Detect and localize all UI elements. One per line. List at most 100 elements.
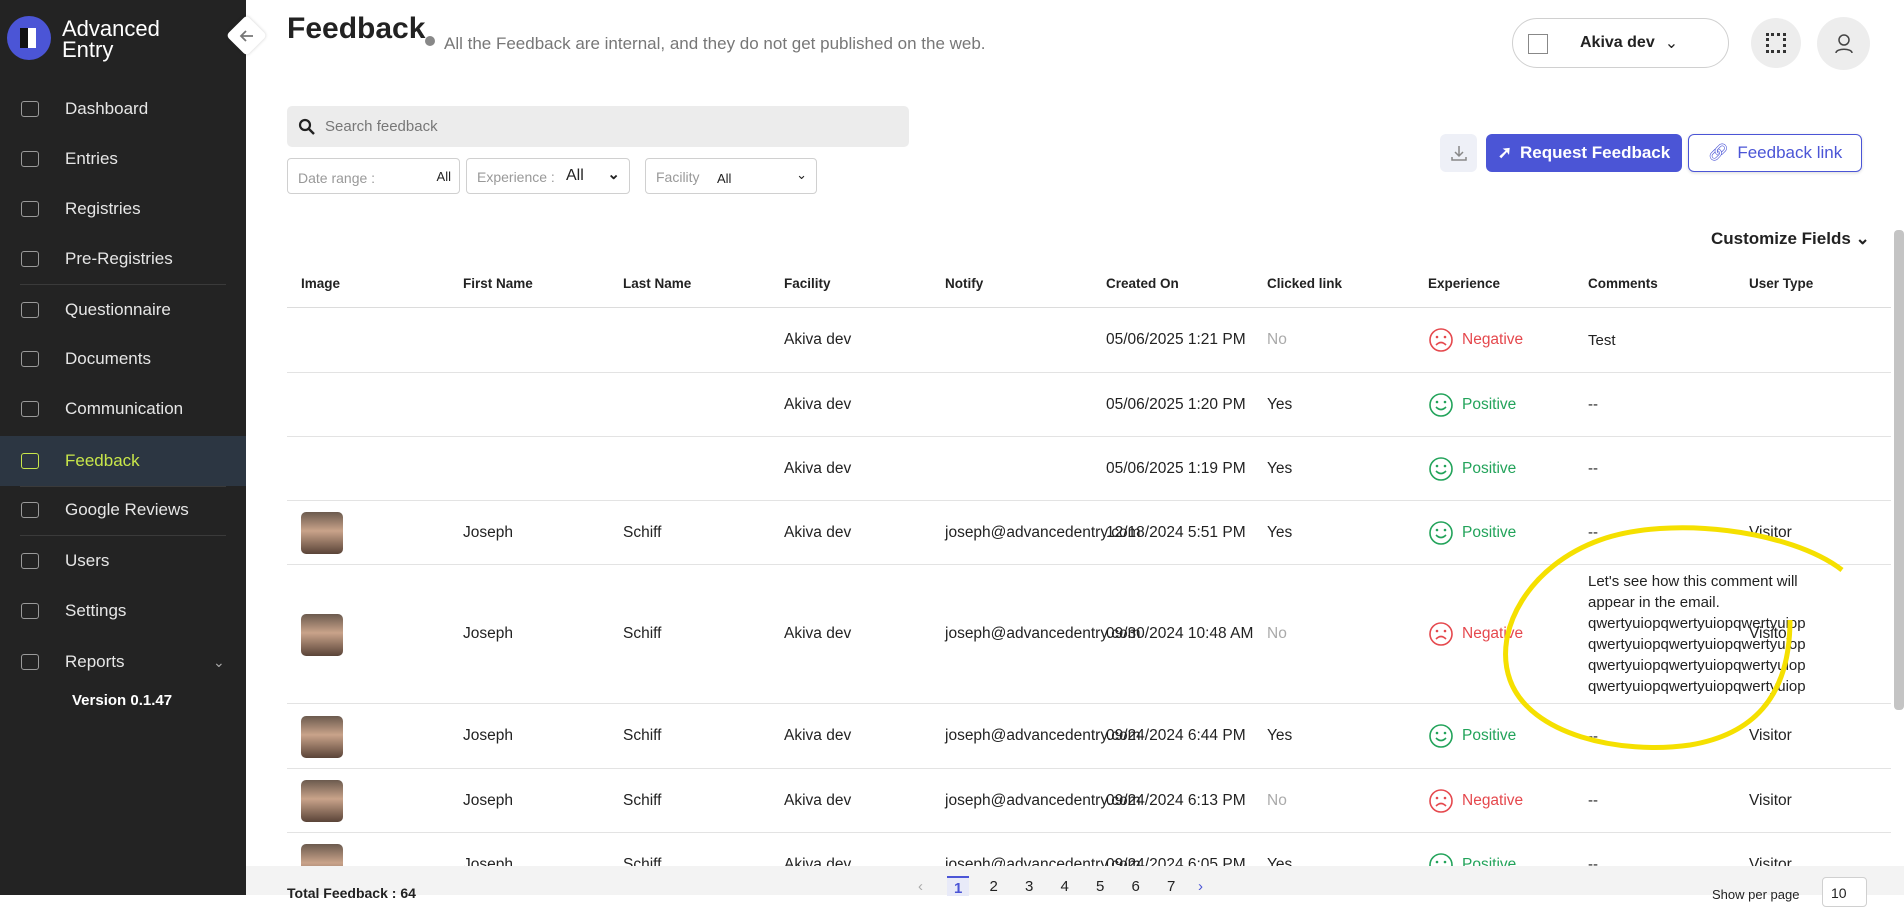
- nav-item[interactable]: Communication: [0, 384, 246, 434]
- table-cell: Visitor: [1749, 565, 1792, 703]
- total-count: Total Feedback : 64: [287, 885, 416, 901]
- table-cell: 09/24/2024 6:13 PM: [1106, 769, 1246, 832]
- table-cell: 09/24/2024 6:44 PM: [1106, 704, 1246, 768]
- cell-text: 05/06/2025 1:21 PM: [1106, 331, 1246, 348]
- nav-item[interactable]: Feedback: [0, 436, 246, 486]
- nav-item[interactable]: Google Reviews: [0, 485, 246, 535]
- account-selector[interactable]: Akiva dev ⌄: [1512, 18, 1729, 68]
- page-number[interactable]: 2: [989, 878, 998, 895]
- experience-label: Positive: [1462, 855, 1517, 867]
- page-number[interactable]: 7: [1167, 878, 1176, 895]
- table-cell: joseph@advancedentry.com: [945, 501, 1141, 564]
- column-header: Image: [301, 276, 341, 291]
- search-input[interactable]: Search feedback: [287, 106, 909, 147]
- table-cell: joseph@advancedentry.com: [945, 833, 1141, 867]
- info-icon[interactable]: [425, 36, 435, 46]
- nav-item[interactable]: Dashboard: [0, 84, 246, 134]
- divider: [20, 284, 226, 285]
- prev-page[interactable]: ‹: [918, 878, 923, 895]
- nav-icon: [21, 351, 39, 367]
- table-cell: --: [1588, 833, 1598, 866]
- table-cell: 12/18/2024 5:51 PM: [1106, 501, 1246, 564]
- cell-text: Visitor: [1749, 855, 1792, 867]
- table-cell: Akiva dev: [784, 704, 851, 768]
- table-cell: joseph@advancedentry.com: [945, 704, 1141, 768]
- per-page-select[interactable]: 10: [1822, 877, 1867, 907]
- link-icon: 🔗︎: [1707, 143, 1730, 162]
- table-cell: Joseph: [463, 833, 513, 867]
- logo: [7, 16, 51, 60]
- page-subtitle: All the Feedback are internal, and they …: [444, 34, 986, 53]
- nav-item[interactable]: Registries: [0, 184, 246, 234]
- table-cell: Joseph: [463, 704, 513, 768]
- button-label: Request Feedback: [1520, 143, 1671, 162]
- sidebar: Advanced Entry Dashboard Entries Registries…: [0, 0, 246, 895]
- nav-item[interactable]: Entries: [0, 134, 246, 184]
- avatar: [301, 780, 343, 822]
- nav-icon: [21, 101, 39, 117]
- table-cell: --: [1588, 437, 1598, 500]
- cell-text: Akiva dev: [784, 459, 852, 477]
- nav-icon: [21, 201, 39, 217]
- nav-item[interactable]: Pre-Registries: [0, 234, 246, 284]
- table-cell: Visitor: [1749, 769, 1792, 832]
- column-header: Facility: [784, 276, 831, 291]
- download-button[interactable]: [1440, 134, 1477, 172]
- page-number[interactable]: 4: [1060, 878, 1069, 895]
- nav-item[interactable]: Documents: [0, 334, 246, 384]
- experience-icon: [1429, 852, 1453, 866]
- profile-button[interactable]: [1817, 17, 1870, 70]
- table-cell: Schiff: [623, 769, 662, 832]
- feedback-link-button[interactable]: 🔗︎ Feedback link: [1688, 134, 1862, 172]
- cell-text: Visitor: [1749, 727, 1792, 744]
- nav-item[interactable]: Questionnaire: [0, 285, 246, 335]
- column-header: Experience: [1428, 276, 1501, 291]
- cell-text: No: [1267, 331, 1287, 348]
- avatar: [301, 844, 343, 866]
- page-number[interactable]: 1: [947, 876, 970, 897]
- nav-label: Reports: [65, 652, 125, 671]
- next-page[interactable]: ›: [1198, 878, 1203, 895]
- chevron: ⌄: [1855, 229, 1870, 248]
- table-cell: Schiff: [623, 833, 662, 867]
- nav-label: Feedback: [65, 451, 140, 470]
- customize-fields[interactable]: Customize Fields ⌄: [1711, 229, 1870, 249]
- table-cell: No: [1267, 769, 1287, 832]
- nav-item[interactable]: Settings: [0, 586, 246, 636]
- table-row: Joseph Schiff Akiva dev joseph@advancedentr…: [287, 833, 1891, 866]
- table-cell: Yes: [1267, 704, 1292, 768]
- table-cell: --: [1588, 373, 1598, 436]
- cell-text: Test: [1588, 331, 1616, 349]
- cell-text: Schiff: [623, 625, 662, 642]
- table-cell: Yes: [1267, 437, 1292, 500]
- request-feedback-button[interactable]: ➚ Request Feedback: [1486, 134, 1682, 172]
- column-header: Notify: [945, 276, 984, 291]
- table-cell: Positive: [1428, 373, 1516, 436]
- experience-filter[interactable]: Experience : All ⌄: [466, 158, 630, 194]
- date-filter[interactable]: Date range : All: [287, 158, 460, 194]
- nav-item[interactable]: Users: [0, 536, 246, 586]
- table-cell: Let's see how this comment will appear i…: [1588, 565, 1806, 703]
- experience-icon: [1429, 456, 1453, 481]
- cell-text: Visitor: [1749, 625, 1792, 642]
- table-cell: joseph@advancedentry.com: [945, 565, 1141, 703]
- table-cell: Schiff: [623, 565, 662, 703]
- filter-label: Experience :: [477, 169, 555, 185]
- nav-item[interactable]: Reports ⌄: [0, 637, 246, 687]
- cell-text: Joseph: [463, 625, 513, 642]
- table-cell: No: [1267, 308, 1287, 372]
- page-number[interactable]: 3: [1025, 878, 1034, 895]
- nav-label: Registries: [65, 199, 141, 218]
- qr-button[interactable]: [1751, 18, 1801, 68]
- table-row: Joseph Schiff Akiva dev joseph@advancedentr…: [287, 769, 1891, 833]
- facility-filter[interactable]: Facility All ⌄: [645, 158, 817, 194]
- send-icon: ➚: [1497, 143, 1512, 162]
- page-number[interactable]: 5: [1096, 878, 1105, 895]
- table-cell: 05/06/2025 1:19 PM: [1106, 437, 1246, 500]
- table-cell: Akiva dev: [784, 769, 851, 832]
- cell-text: 09/24/2024 6:44 PM: [1106, 727, 1246, 744]
- page-number[interactable]: 6: [1131, 878, 1140, 895]
- filter-value: All: [717, 171, 732, 186]
- avatar: [301, 512, 343, 554]
- page-title: Feedback: [287, 12, 426, 45]
